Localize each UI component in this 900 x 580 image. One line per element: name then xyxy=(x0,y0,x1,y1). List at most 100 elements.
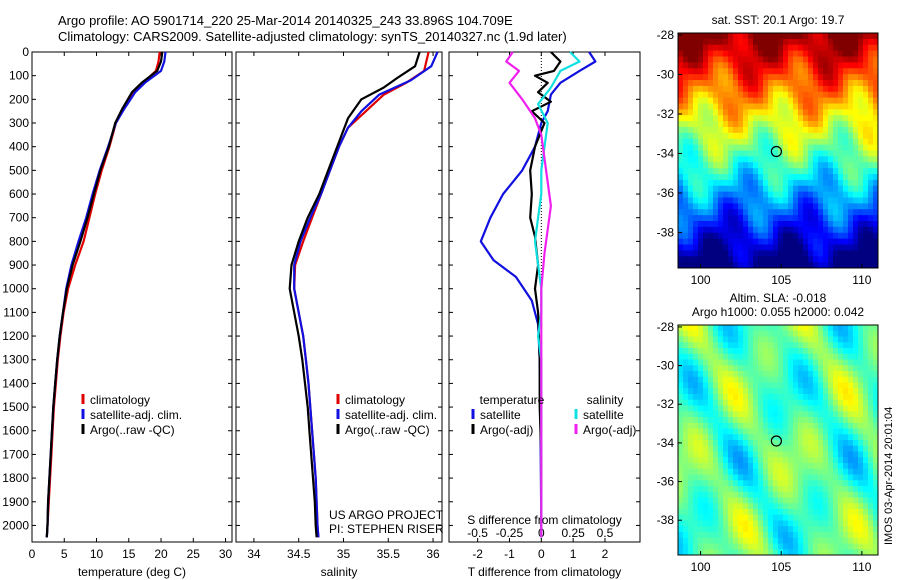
map-cell xyxy=(688,503,694,510)
map-cell xyxy=(698,162,704,169)
map-cell xyxy=(753,422,759,429)
map-cell xyxy=(778,457,784,464)
map-cell xyxy=(863,359,869,366)
map-cell xyxy=(818,185,824,193)
map-cell xyxy=(798,457,804,464)
map-cell xyxy=(748,174,754,181)
map-cell xyxy=(853,520,859,527)
map-cell xyxy=(678,179,684,187)
map-cell xyxy=(858,434,864,441)
map-cell xyxy=(723,174,729,181)
map-cell xyxy=(838,209,844,216)
map-cell xyxy=(728,62,734,69)
map-cell xyxy=(808,537,814,544)
map-cell xyxy=(863,428,869,435)
map-cell xyxy=(823,330,829,337)
map-cell xyxy=(783,353,789,360)
map-cell xyxy=(693,191,699,198)
map-cell xyxy=(708,80,714,87)
map-cell xyxy=(683,179,689,187)
map-cell xyxy=(818,62,824,69)
map-cell xyxy=(838,38,844,46)
map-cell xyxy=(808,463,814,470)
map-cell xyxy=(678,185,684,193)
map-cell xyxy=(783,115,789,122)
map-cell xyxy=(748,138,754,146)
map-cell xyxy=(858,514,864,521)
map-cell xyxy=(798,359,804,366)
map-cell xyxy=(678,238,684,245)
map-cell xyxy=(708,497,714,504)
map-cell xyxy=(828,537,834,544)
map-cell xyxy=(718,543,724,550)
map-cell xyxy=(818,215,824,222)
map-cell xyxy=(718,480,724,487)
map-cell xyxy=(743,162,749,169)
map-cell xyxy=(678,457,684,464)
map-cell xyxy=(688,38,694,46)
map-cell xyxy=(863,325,869,332)
map-cell xyxy=(703,109,709,116)
map-cell xyxy=(763,150,769,157)
depth-tick-label: 1900 xyxy=(2,495,29,509)
map-cell xyxy=(788,457,794,464)
map-cell xyxy=(873,174,879,181)
map-cell xyxy=(683,68,689,75)
map-cell xyxy=(718,394,724,401)
map-cell xyxy=(788,256,794,263)
map-cell xyxy=(818,221,824,228)
map-cell xyxy=(818,50,824,57)
map-cell xyxy=(843,428,849,435)
map-cell xyxy=(863,109,869,116)
map-cell xyxy=(718,215,724,222)
map-cell xyxy=(863,197,869,204)
map-cell xyxy=(778,138,784,146)
map-cell xyxy=(768,359,774,366)
map-cell xyxy=(773,191,779,198)
map-cell xyxy=(678,97,684,104)
map-cell xyxy=(788,238,794,245)
map-cell xyxy=(758,382,764,389)
map-cell xyxy=(758,156,764,163)
map-cell xyxy=(848,353,854,360)
depth-tick-label: 100 xyxy=(9,69,29,83)
map-cell xyxy=(698,191,704,198)
map-cell xyxy=(783,342,789,349)
map-cell xyxy=(743,394,749,401)
map-cell xyxy=(743,56,749,63)
map-cell xyxy=(723,44,729,52)
map-cell xyxy=(748,549,754,556)
map-cell xyxy=(793,359,799,366)
map-cell xyxy=(768,348,774,355)
map-cell xyxy=(863,33,869,40)
map-cell xyxy=(868,215,874,222)
map-cell xyxy=(848,74,854,81)
map-cell xyxy=(698,156,704,163)
map-cell xyxy=(783,80,789,87)
map-cell xyxy=(848,44,854,52)
map-cell xyxy=(683,451,689,458)
map-cell xyxy=(803,174,809,181)
map-cell xyxy=(783,244,789,251)
map-cell xyxy=(773,463,779,470)
map-cell xyxy=(753,221,759,228)
map-cell xyxy=(708,520,714,527)
map-cell xyxy=(788,474,794,481)
map-cell xyxy=(868,80,874,87)
map-cell xyxy=(693,91,699,99)
map-cell xyxy=(773,62,779,69)
map-cell xyxy=(808,365,814,372)
map-cell xyxy=(703,132,709,140)
map-cell xyxy=(788,399,794,406)
map-cell xyxy=(798,330,804,337)
map-cell xyxy=(748,440,754,447)
map-cell xyxy=(828,342,834,349)
map-cell xyxy=(708,127,714,134)
map-cell xyxy=(763,50,769,57)
map-cell xyxy=(793,336,799,343)
map-cell xyxy=(768,509,774,516)
map-cell xyxy=(853,232,859,240)
sst-map-y-tick-label: -30 xyxy=(657,67,675,81)
map-cell xyxy=(788,62,794,69)
map-cell xyxy=(853,365,859,372)
